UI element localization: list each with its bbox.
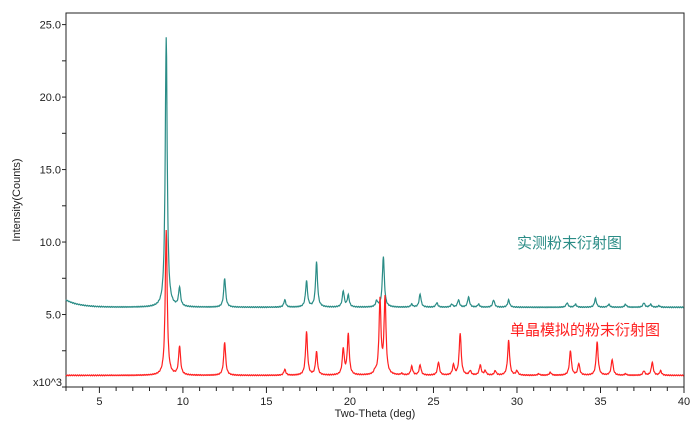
- y-tick-label: 25.0: [40, 20, 61, 32]
- series-line-simulated: [65, 229, 684, 377]
- y-axis-label: Intensity(Counts): [11, 158, 23, 241]
- x-tick-label: 40: [678, 396, 690, 408]
- series-label-experimental: 实测粉末衍射图: [517, 234, 622, 252]
- x-tick-label: 10: [177, 396, 189, 408]
- x-tick-label: 25: [427, 396, 439, 408]
- plot-frame: [65, 12, 685, 388]
- x-tick-label: 35: [594, 396, 606, 408]
- x-tick-label: 20: [344, 396, 356, 408]
- x-tick-label: 15: [260, 396, 272, 408]
- series-label-simulated: 单晶模拟的粉末衍射图: [510, 321, 660, 339]
- y-tick-label: 15.0: [40, 165, 61, 177]
- series-line-experimental: [65, 37, 684, 309]
- x-axis-label: Two-Theta (deg): [335, 408, 416, 420]
- y-multiplier-label: x10^3: [33, 377, 62, 389]
- x-tick-label: 5: [96, 396, 102, 408]
- x-tick-label: 30: [511, 396, 523, 408]
- y-tick-label: 10.0: [40, 237, 61, 249]
- y-tick-label: 20.0: [40, 92, 61, 104]
- y-tick-label: 5.0: [46, 310, 61, 322]
